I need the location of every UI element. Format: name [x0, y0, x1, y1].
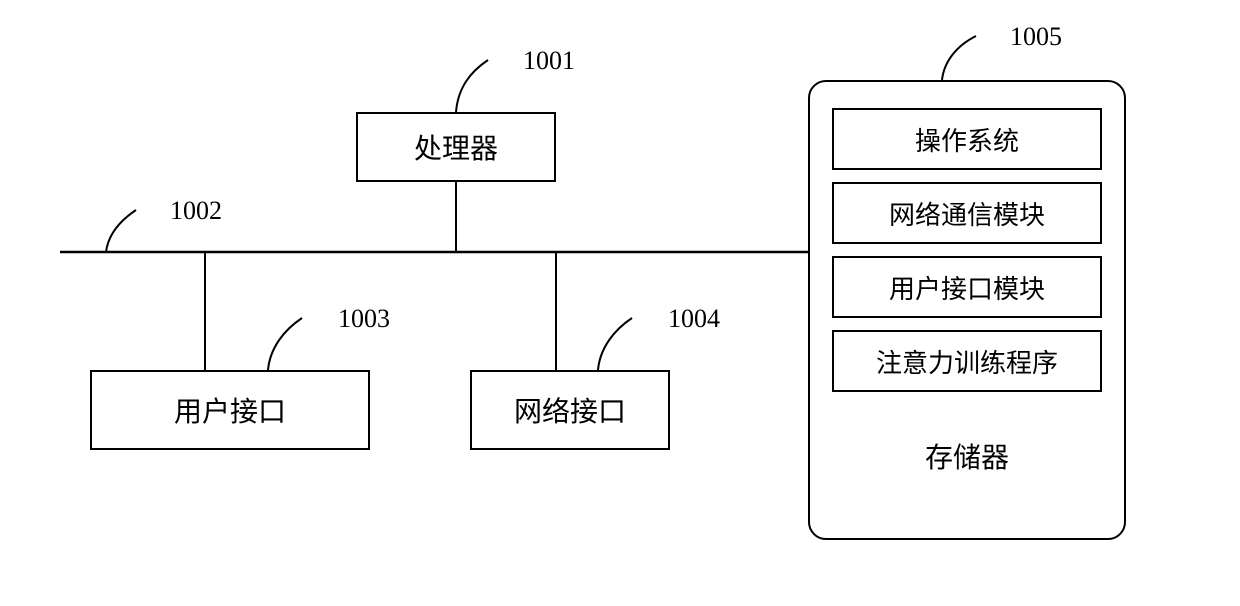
memory-caption: 存储器 [832, 436, 1102, 476]
user-interface-label: 用户接口 [174, 390, 286, 430]
memory-item-1: 网络通信模块 [832, 182, 1102, 244]
callout-1005-text: 1005 [1010, 22, 1062, 52]
memory-item-1-label: 网络通信模块 [889, 195, 1045, 232]
processor-label: 处理器 [414, 127, 498, 167]
callout-1001-text: 1001 [523, 46, 575, 76]
callout-1003-curve [268, 318, 302, 370]
network-interface-label: 网络接口 [514, 390, 626, 430]
memory-item-0: 操作系统 [832, 108, 1102, 170]
processor-box: 处理器 [356, 112, 556, 182]
memory-item-2-label: 用户接口模块 [889, 269, 1045, 306]
memory-item-3: 注意力训练程序 [832, 330, 1102, 392]
memory-item-2: 用户接口模块 [832, 256, 1102, 318]
callout-1003-text: 1003 [338, 304, 390, 334]
callout-1002-curve [106, 210, 136, 252]
network-interface-box: 网络接口 [470, 370, 670, 450]
callout-1002-text: 1002 [170, 196, 222, 226]
callout-1005-curve [942, 36, 976, 80]
callout-1004-text: 1004 [668, 304, 720, 334]
memory-item-3-label: 注意力训练程序 [876, 343, 1058, 380]
memory-box: 操作系统 网络通信模块 用户接口模块 注意力训练程序 存储器 [808, 80, 1126, 540]
user-interface-box: 用户接口 [90, 370, 370, 450]
memory-item-0-label: 操作系统 [915, 121, 1019, 158]
diagram-canvas: 处理器 用户接口 网络接口 操作系统 网络通信模块 用户接口模块 注意力训练程序… [0, 0, 1240, 606]
callout-1001-curve [456, 60, 488, 112]
callout-1004-curve [598, 318, 632, 370]
